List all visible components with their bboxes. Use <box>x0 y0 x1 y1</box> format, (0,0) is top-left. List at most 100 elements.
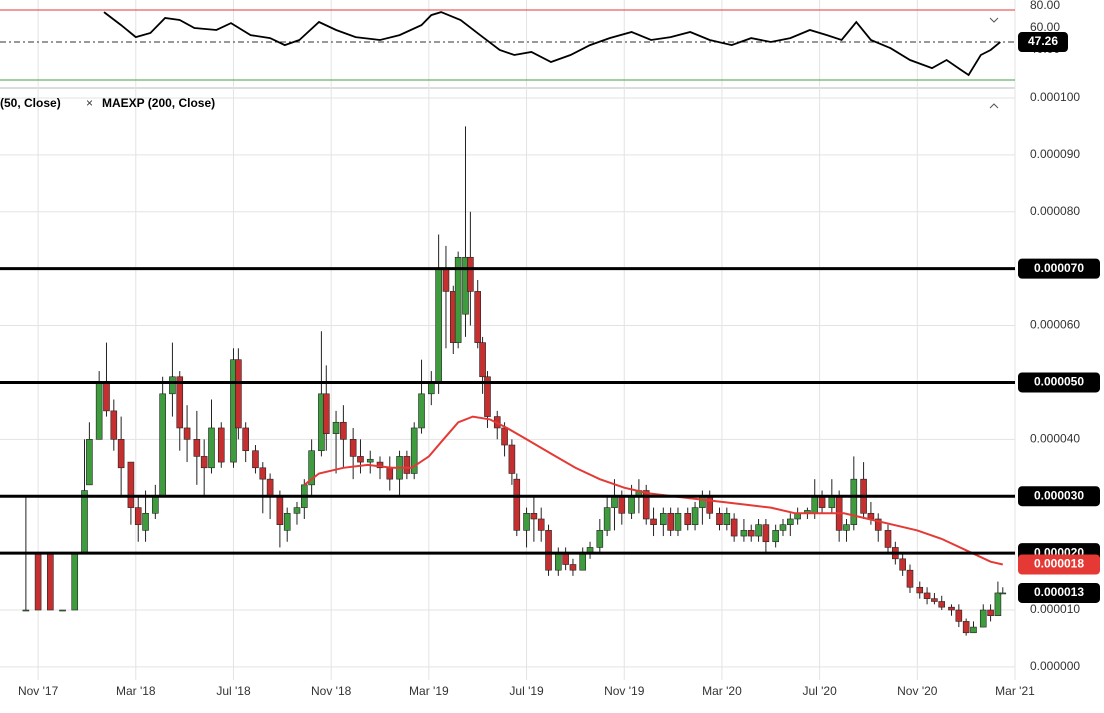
y-tick-label: 0.000100 <box>1030 90 1080 104</box>
x-tick-label: Nov '20 <box>897 684 938 698</box>
candle-body <box>723 512 731 525</box>
level-label-box <box>1018 372 1100 393</box>
candle-body <box>293 507 301 514</box>
y-tick-label: 80.00 <box>1030 0 1060 12</box>
level-label: 0.000070 <box>1034 261 1084 275</box>
candle-body <box>660 512 667 525</box>
x-tick-label: Nov '17 <box>18 684 59 698</box>
candle-body <box>537 518 545 531</box>
candle-body <box>650 518 657 525</box>
candle-body <box>479 342 486 378</box>
candle-body <box>938 601 946 608</box>
candle-body <box>899 558 906 571</box>
value-label: 47.26 <box>1028 34 1058 48</box>
candle-body <box>962 621 970 634</box>
legend-item: MAEXP (200, Close) <box>102 96 215 110</box>
plot <box>0 9 1015 636</box>
candle-body <box>81 490 88 554</box>
candle-body <box>884 530 892 548</box>
candle-body <box>117 439 125 469</box>
candle-body <box>850 478 858 525</box>
candle-body <box>95 382 103 440</box>
y-tick-label: 0.000000 <box>1030 659 1080 673</box>
candle-body <box>501 427 508 446</box>
candle-body <box>545 530 552 571</box>
candle-body <box>596 530 604 548</box>
candle-body <box>169 376 176 395</box>
candle-body <box>467 256 474 292</box>
candle-body <box>376 461 384 469</box>
y-tick-label: 0.000040 <box>1030 432 1080 446</box>
level-label-box <box>1018 486 1100 507</box>
candle-body <box>628 495 635 514</box>
candle-body <box>906 569 914 588</box>
price-label: 0.000013 <box>1034 585 1084 599</box>
candle-body <box>979 609 987 628</box>
candle-body <box>322 393 330 434</box>
price-label-box <box>1018 582 1100 603</box>
level-label: 0.000030 <box>1034 488 1084 502</box>
candle-body <box>134 507 142 525</box>
candle-body <box>611 495 618 508</box>
y-tick-label: 0.000010 <box>1030 602 1080 616</box>
candle-body <box>308 450 315 486</box>
candle-body <box>818 495 826 508</box>
candle-body <box>276 495 284 525</box>
y-tick-label: 0.000080 <box>1030 204 1080 218</box>
candle-body <box>474 291 482 343</box>
candle-body <box>410 427 418 474</box>
candle-body <box>484 376 491 417</box>
candle-body <box>34 552 42 611</box>
candle-body <box>787 518 794 525</box>
level-label: 0.000050 <box>1034 375 1084 389</box>
candle-body <box>948 606 955 611</box>
candle-body <box>283 512 291 531</box>
value-label-box <box>1018 32 1068 53</box>
candle-body <box>554 552 562 571</box>
candle-body <box>435 268 442 383</box>
candle-body <box>843 524 850 531</box>
x-tick-label: Mar '19 <box>409 684 449 698</box>
collapse-icon[interactable] <box>989 17 999 23</box>
candle-body <box>22 609 30 612</box>
candle-body <box>716 512 723 525</box>
candle-body <box>428 382 435 395</box>
candle-body <box>618 495 626 514</box>
collapse-icon[interactable] <box>989 103 999 109</box>
candle-body <box>193 439 201 457</box>
legend-item: (50, Close) <box>0 96 61 110</box>
candle-body <box>755 524 762 537</box>
candle-body <box>200 456 208 469</box>
candle-body <box>530 512 538 520</box>
candle-body <box>684 512 692 525</box>
candle-body <box>667 512 674 531</box>
x-tick-label: Mar '21 <box>995 684 1035 698</box>
candle-body <box>691 507 699 525</box>
candle-body <box>916 586 924 594</box>
candle-body <box>970 626 977 634</box>
candle-body <box>259 467 267 480</box>
candle-body <box>706 495 714 514</box>
candle-body <box>987 609 994 617</box>
x-tick-label: Mar '18 <box>116 684 156 698</box>
candle-body <box>208 427 215 469</box>
candle-body <box>183 427 191 440</box>
legend-marker: × <box>86 96 93 110</box>
candle-body <box>366 458 374 463</box>
x-tick-label: Jul '20 <box>802 684 837 698</box>
candle-body <box>699 495 706 508</box>
ma-line <box>303 415 1004 566</box>
candle-body <box>811 495 819 514</box>
candle-body <box>418 393 425 429</box>
candle-body <box>442 268 450 292</box>
candle-body <box>110 410 118 440</box>
candle-body <box>235 359 242 429</box>
candle-body <box>349 439 357 457</box>
candle-body <box>674 512 682 531</box>
candle-body <box>266 478 274 497</box>
candle-body <box>47 552 54 611</box>
x-tick-label: Nov '18 <box>311 684 352 698</box>
candle-body <box>523 512 530 531</box>
